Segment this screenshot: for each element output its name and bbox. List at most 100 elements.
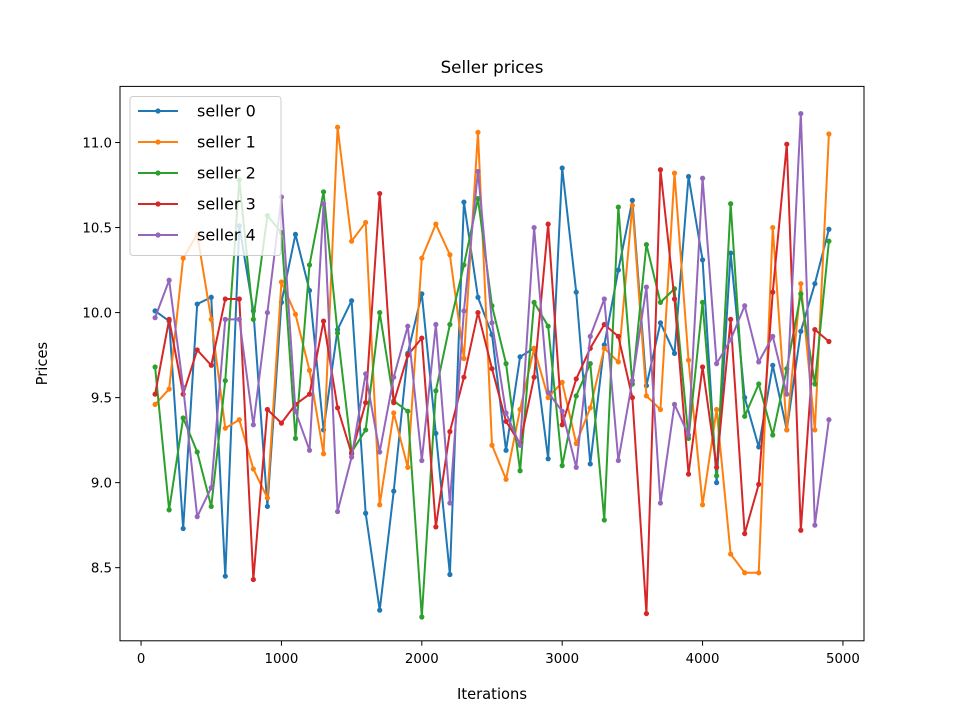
data-point-seller-3 [784, 141, 790, 147]
data-point-seller-2 [447, 321, 453, 328]
data-point-seller-2 [826, 238, 832, 244]
data-point-seller-3 [447, 429, 453, 435]
legend-box [129, 96, 282, 256]
data-point-seller-3 [475, 309, 481, 316]
data-point-seller-1 [742, 570, 748, 576]
data-point-seller-1 [278, 279, 285, 285]
data-point-seller-0 [714, 480, 720, 486]
data-point-seller-2 [363, 427, 369, 433]
data-point-seller-2 [559, 463, 565, 469]
data-point-seller-0 [545, 456, 551, 462]
y-tick-label: 10.5 [82, 221, 112, 236]
x-tick-label: 5000 [826, 652, 860, 667]
data-point-seller-3 [208, 362, 214, 368]
data-point-seller-1 [714, 406, 720, 413]
data-point-seller-3 [391, 400, 397, 406]
data-point-seller-3 [419, 335, 425, 341]
data-point-seller-2 [461, 262, 467, 268]
legend-item-seller-1: seller 1 [138, 133, 256, 152]
data-point-seller-3 [489, 366, 495, 372]
data-point-seller-2 [714, 473, 720, 479]
data-point-seller-2 [615, 204, 621, 210]
data-point-seller-0 [728, 250, 734, 256]
data-point-seller-4 [770, 333, 776, 339]
data-point-seller-4 [826, 417, 832, 423]
data-point-seller-3 [756, 481, 762, 487]
data-point-seller-1 [503, 476, 509, 482]
y-tick-label: 9.5 [91, 391, 112, 406]
data-point-seller-1 [826, 131, 832, 137]
data-point-seller-2 [643, 241, 650, 248]
data-point-seller-1 [208, 316, 214, 322]
data-point-seller-1 [699, 502, 706, 508]
data-point-seller-2 [742, 413, 748, 419]
data-point-seller-4 [629, 378, 635, 384]
data-point-seller-1 [601, 345, 607, 351]
data-point-seller-4 [264, 309, 270, 316]
data-point-seller-2 [475, 196, 481, 202]
data-point-seller-4 [503, 410, 509, 416]
x-tick-label: 0 [137, 652, 145, 667]
data-point-seller-1 [264, 495, 270, 501]
data-point-seller-2 [250, 316, 256, 322]
data-point-seller-0 [699, 257, 706, 263]
legend-item-seller-3: seller 3 [138, 195, 256, 214]
data-point-seller-1 [419, 255, 425, 261]
data-point-seller-4 [363, 371, 369, 377]
data-point-seller-2 [320, 189, 327, 195]
data-point-seller-2 [166, 507, 172, 513]
data-point-seller-2 [587, 361, 593, 367]
data-point-seller-2 [292, 435, 299, 442]
legend-marker-seller-1 [155, 139, 161, 145]
data-point-seller-3 [222, 296, 228, 302]
data-point-seller-4 [236, 316, 242, 322]
data-point-seller-2 [208, 503, 214, 510]
data-point-seller-3 [433, 524, 439, 530]
data-point-seller-1 [812, 427, 818, 433]
data-point-seller-1 [531, 345, 537, 351]
data-point-seller-2 [517, 468, 523, 474]
data-point-seller-0 [292, 231, 299, 237]
data-point-seller-0 [770, 362, 776, 368]
data-point-seller-2 [601, 517, 607, 523]
data-point-seller-2 [306, 262, 313, 268]
data-point-seller-4 [671, 401, 678, 408]
data-point-seller-1 [770, 224, 776, 231]
data-point-seller-2 [334, 330, 341, 336]
data-point-seller-2 [222, 378, 228, 384]
y-tick-label: 8.5 [91, 561, 112, 576]
data-point-seller-4 [292, 408, 299, 414]
data-point-seller-0 [349, 298, 355, 304]
data-point-seller-4 [194, 514, 200, 520]
data-point-seller-4 [447, 500, 453, 506]
data-point-seller-3 [166, 316, 172, 322]
data-point-seller-0 [671, 350, 678, 356]
data-point-seller-3 [194, 347, 200, 353]
data-point-seller-4 [587, 333, 593, 339]
data-point-seller-2 [728, 201, 734, 207]
data-point-seller-0 [363, 510, 369, 516]
data-point-seller-2 [194, 449, 200, 455]
data-point-seller-1 [391, 410, 397, 416]
plot-frame [119, 85, 865, 642]
data-point-seller-4 [391, 374, 397, 380]
data-point-seller-3 [264, 406, 270, 413]
data-point-seller-4 [405, 323, 411, 329]
data-point-seller-4 [699, 175, 706, 181]
data-point-seller-3 [334, 405, 341, 411]
data-point-seller-4 [798, 111, 804, 117]
data-point-seller-2 [180, 415, 186, 421]
data-point-seller-4 [222, 316, 228, 322]
data-point-seller-4 [306, 447, 313, 453]
data-point-seller-0 [629, 197, 635, 203]
data-point-seller-0 [826, 226, 832, 232]
x-tick-label: 1000 [265, 652, 299, 667]
legend-label-seller-1: seller 1 [197, 133, 256, 152]
series-seller-1 [152, 124, 832, 576]
data-point-seller-1 [349, 238, 355, 244]
data-point-seller-1 [377, 502, 383, 508]
data-point-seller-1 [447, 252, 453, 258]
data-point-seller-1 [798, 281, 804, 287]
data-point-seller-3 [503, 418, 509, 425]
